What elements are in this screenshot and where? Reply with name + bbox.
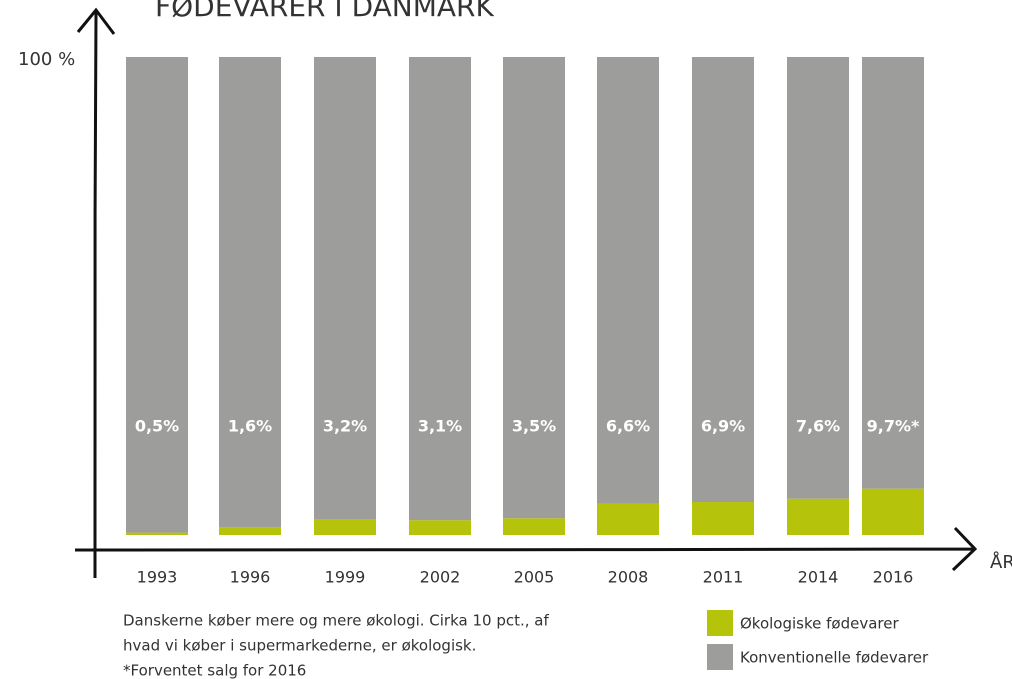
x-tick-label: 2014 bbox=[798, 568, 839, 587]
x-tick-label: 2011 bbox=[703, 568, 744, 587]
bar-segment bbox=[503, 57, 565, 519]
bar-segment bbox=[692, 502, 754, 535]
bar-segment bbox=[219, 527, 281, 535]
x-tick-label: 2016 bbox=[873, 568, 914, 587]
bar-segment bbox=[692, 57, 754, 503]
x-axis-label: ÅR bbox=[990, 551, 1012, 573]
bar-segment bbox=[126, 57, 188, 533]
bar-segment bbox=[597, 57, 659, 504]
value-label: 1,6% bbox=[228, 417, 272, 436]
caption-line: hvad vi køber i supermarkederne, er økol… bbox=[123, 637, 476, 655]
bar-segment bbox=[787, 57, 849, 499]
value-label: 3,5% bbox=[512, 417, 556, 436]
value-label: 3,2% bbox=[323, 417, 367, 436]
value-label: 6,6% bbox=[606, 417, 650, 436]
x-tick-label: 1996 bbox=[230, 568, 271, 587]
bar-segment bbox=[409, 520, 471, 535]
legend-swatch bbox=[707, 610, 733, 636]
y-axis-label: 100 % bbox=[18, 49, 75, 70]
value-label: 6,9% bbox=[701, 417, 745, 436]
x-tick-label: 2002 bbox=[420, 568, 461, 587]
bar-segment bbox=[503, 518, 565, 535]
bar-segment bbox=[862, 57, 924, 489]
bar-segment bbox=[219, 57, 281, 528]
bar-segment bbox=[126, 532, 188, 535]
x-tick-label: 1993 bbox=[137, 568, 178, 587]
legend-label: Konventionelle fødevarer bbox=[740, 649, 929, 667]
bar-segment bbox=[862, 488, 924, 535]
x-tick-label: 2008 bbox=[608, 568, 649, 587]
value-label: 0,5% bbox=[135, 417, 179, 436]
caption-line: *Forventet salg for 2016 bbox=[123, 662, 306, 679]
bar-segment bbox=[597, 503, 659, 535]
bar-segment bbox=[314, 57, 376, 520]
value-label: 3,1% bbox=[418, 417, 462, 436]
caption-line: Danskerne køber mere og mere økologi. Ci… bbox=[123, 612, 549, 630]
x-axis bbox=[74, 526, 978, 572]
legend-swatch bbox=[707, 644, 733, 670]
value-label: 9,7%* bbox=[867, 417, 920, 436]
value-label: 7,6% bbox=[796, 417, 840, 436]
chart-title: FØDEVARER I DANMARK bbox=[155, 0, 495, 23]
bar-segment bbox=[314, 519, 376, 535]
legend-label: Økologiske fødevarer bbox=[740, 615, 899, 633]
bar-segment bbox=[787, 498, 849, 535]
y-axis bbox=[76, 7, 116, 579]
bar-segment bbox=[409, 57, 471, 521]
x-tick-label: 1999 bbox=[325, 568, 366, 587]
caption: Danskerne køber mere og mere økologi. Ci… bbox=[123, 612, 549, 679]
x-tick-label: 2005 bbox=[514, 568, 555, 587]
